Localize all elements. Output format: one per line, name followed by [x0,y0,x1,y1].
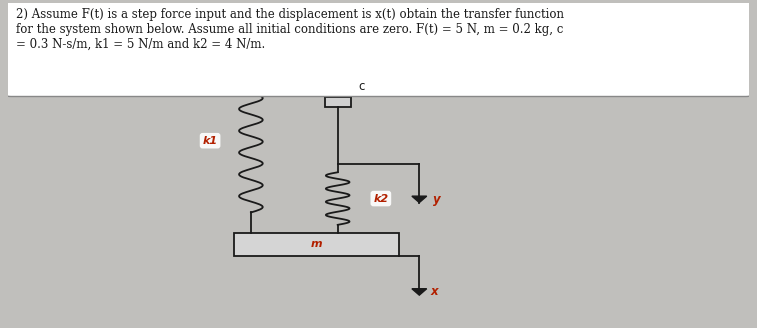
Text: x: x [431,285,438,298]
Text: k1: k1 [203,136,218,146]
FancyBboxPatch shape [4,2,753,96]
Text: c: c [359,80,365,93]
Text: 2) Assume F(t) is a step force input and the displacement is x(t) obtain the tra: 2) Assume F(t) is a step force input and… [17,8,565,51]
Bar [325,85,350,108]
Bar [234,233,399,256]
Text: k2: k2 [373,194,388,204]
Text: y: y [433,193,441,206]
Polygon shape [412,289,427,295]
Polygon shape [412,196,427,203]
Text: m: m [310,239,322,249]
